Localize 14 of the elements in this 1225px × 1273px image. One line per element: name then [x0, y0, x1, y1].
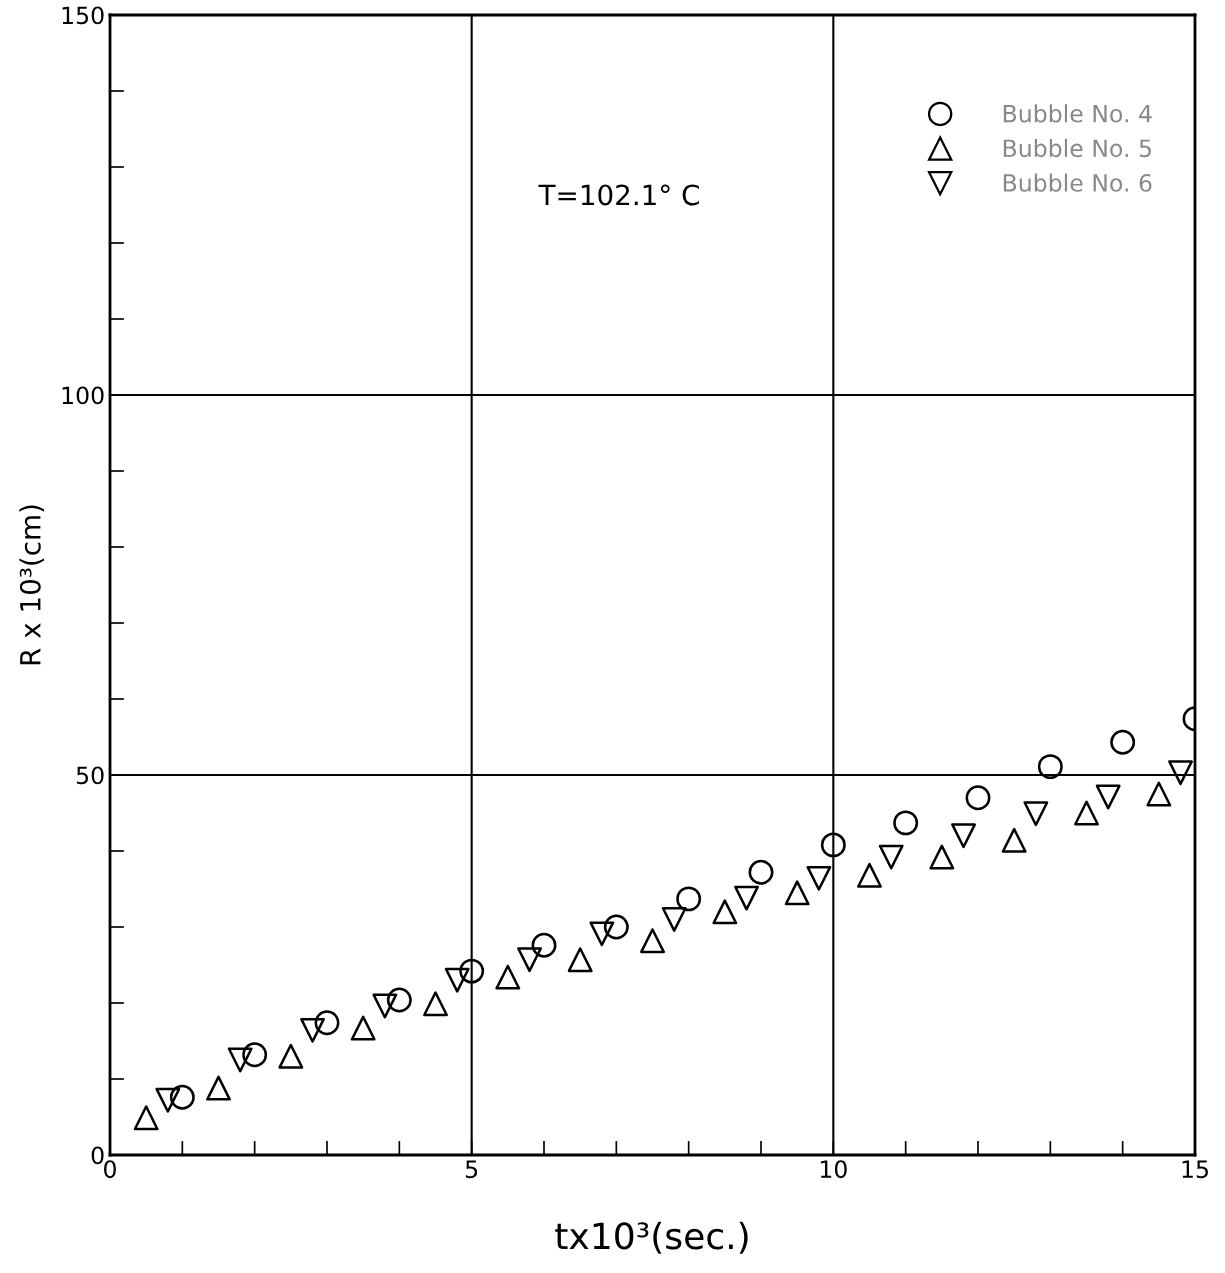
legend-label: Bubble No. 5	[1003, 138, 1151, 158]
y-tick-label: 0	[91, 1146, 104, 1165]
legend-label: Bubble No. 6	[1003, 173, 1152, 192]
x-axis-title: tx10³(sec.)	[555, 1221, 748, 1254]
y-tick-label: 50	[76, 766, 104, 785]
x-tick-label: 0	[104, 1160, 116, 1179]
x-tick-label: 15	[1182, 1160, 1208, 1179]
y-tick-label: 150	[62, 6, 104, 25]
legend-label: Bubble No. 4	[1003, 104, 1152, 123]
annotation: T=102.1° C	[538, 184, 699, 206]
y-tick-label: 100	[62, 386, 104, 405]
y-axis-title: R x 10³(cm)	[19, 505, 45, 665]
x-tick-label: 10	[820, 1160, 847, 1179]
x-tick-label: 5	[465, 1160, 478, 1179]
